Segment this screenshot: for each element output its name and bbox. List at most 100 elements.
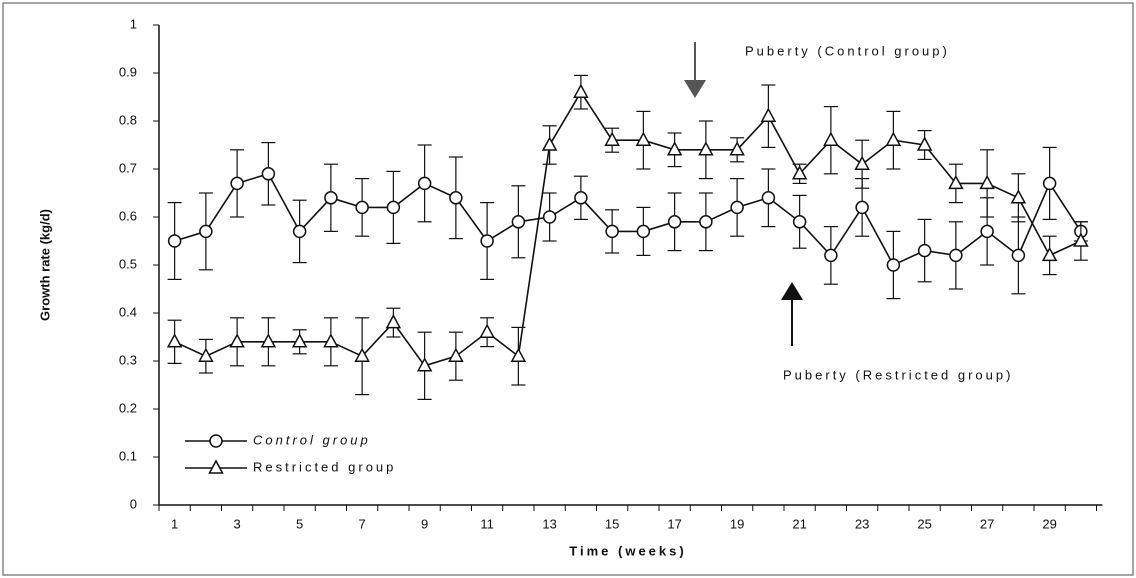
legend-label: Control group (253, 432, 371, 447)
marker (542, 210, 557, 224)
x-tick-label: 5 (296, 516, 303, 531)
marker (417, 176, 432, 191)
marker (823, 131, 839, 146)
y-tick-label: 0.7 (119, 160, 137, 175)
y-axis-title: Growth rate (kg/d) (37, 209, 52, 321)
marker (230, 176, 244, 191)
y-tick-label: 0.9 (119, 64, 137, 79)
marker (791, 165, 808, 180)
marker (198, 347, 214, 362)
arrow-down (684, 42, 706, 98)
marker (948, 174, 964, 190)
marker (355, 200, 369, 215)
marker (636, 224, 651, 239)
marker (541, 136, 558, 151)
x-axis-title: Time (weeks) (569, 543, 686, 558)
x-tick-label: 11 (480, 516, 494, 531)
marker (855, 200, 869, 215)
arrow-up (781, 282, 803, 346)
y-tick-label: 0.4 (119, 304, 137, 319)
marker (323, 333, 339, 348)
y-tick-label: 0.3 (119, 352, 137, 367)
marker (448, 347, 464, 362)
y-tick-label: 0.2 (119, 400, 137, 415)
marker (824, 248, 838, 263)
marker (886, 258, 901, 272)
marker (760, 107, 777, 122)
marker (980, 224, 994, 239)
marker (885, 131, 902, 146)
marker (510, 347, 527, 362)
marker (480, 234, 494, 248)
marker (291, 333, 308, 348)
marker (260, 333, 277, 348)
marker (792, 215, 807, 229)
marker (666, 141, 683, 156)
marker (699, 215, 713, 229)
x-tick-label: 25 (917, 516, 931, 531)
marker (1041, 246, 1058, 262)
x-tick-label: 15 (605, 516, 619, 531)
y-tick-label: 0.5 (119, 256, 137, 271)
x-tick-label: 3 (234, 516, 241, 531)
series-line (174, 172, 1082, 267)
x-tick-label: 23 (855, 516, 869, 531)
x-tick-label: 7 (359, 516, 366, 531)
marker (386, 200, 401, 215)
marker (917, 243, 932, 258)
series (166, 74, 1089, 400)
x-tick-label: 17 (667, 516, 681, 531)
legend-marker (208, 459, 224, 474)
marker (729, 141, 745, 156)
marker (229, 333, 245, 348)
series (167, 142, 1088, 300)
marker (199, 224, 213, 239)
marker (949, 248, 963, 263)
y-tick-label: 0.1 (119, 448, 137, 463)
marker (1073, 232, 1089, 247)
marker (385, 314, 402, 329)
x-tick-label: 21 (792, 516, 806, 531)
marker (292, 224, 307, 239)
y-tick-label: 1 (130, 16, 137, 31)
marker (979, 174, 995, 190)
marker (605, 224, 619, 239)
x-tick-label: 1 (171, 516, 178, 531)
marker (167, 234, 182, 248)
marker (916, 136, 933, 151)
x-tick-label: 9 (421, 516, 428, 531)
x-tick-label: 19 (730, 516, 744, 531)
y-tick-label: 0.8 (119, 112, 137, 127)
marker (730, 200, 744, 215)
annotation: Puberty (Restricted group) (783, 367, 1013, 382)
marker (1010, 189, 1027, 204)
marker (761, 191, 776, 205)
marker (604, 131, 620, 146)
x-tick-label: 13 (542, 516, 556, 531)
x-tick-label: 27 (980, 516, 994, 531)
marker (479, 323, 495, 338)
marker (166, 333, 183, 348)
marker (573, 83, 589, 98)
legend-marker (209, 434, 223, 448)
marker (449, 191, 463, 205)
legend-label: Restricted group (253, 459, 396, 474)
marker (324, 191, 338, 205)
marker (635, 131, 652, 146)
marker (854, 155, 870, 170)
marker (416, 357, 433, 372)
y-tick-label: 0 (130, 496, 137, 511)
marker (511, 215, 526, 229)
marker (667, 215, 682, 229)
marker (1042, 176, 1057, 191)
y-tick-label: 0.6 (119, 208, 137, 223)
marker (354, 347, 370, 362)
marker (698, 141, 714, 156)
marker (261, 167, 276, 181)
series-line (174, 90, 1082, 367)
annotation: Puberty (Control group) (745, 43, 950, 58)
marker (574, 191, 588, 205)
